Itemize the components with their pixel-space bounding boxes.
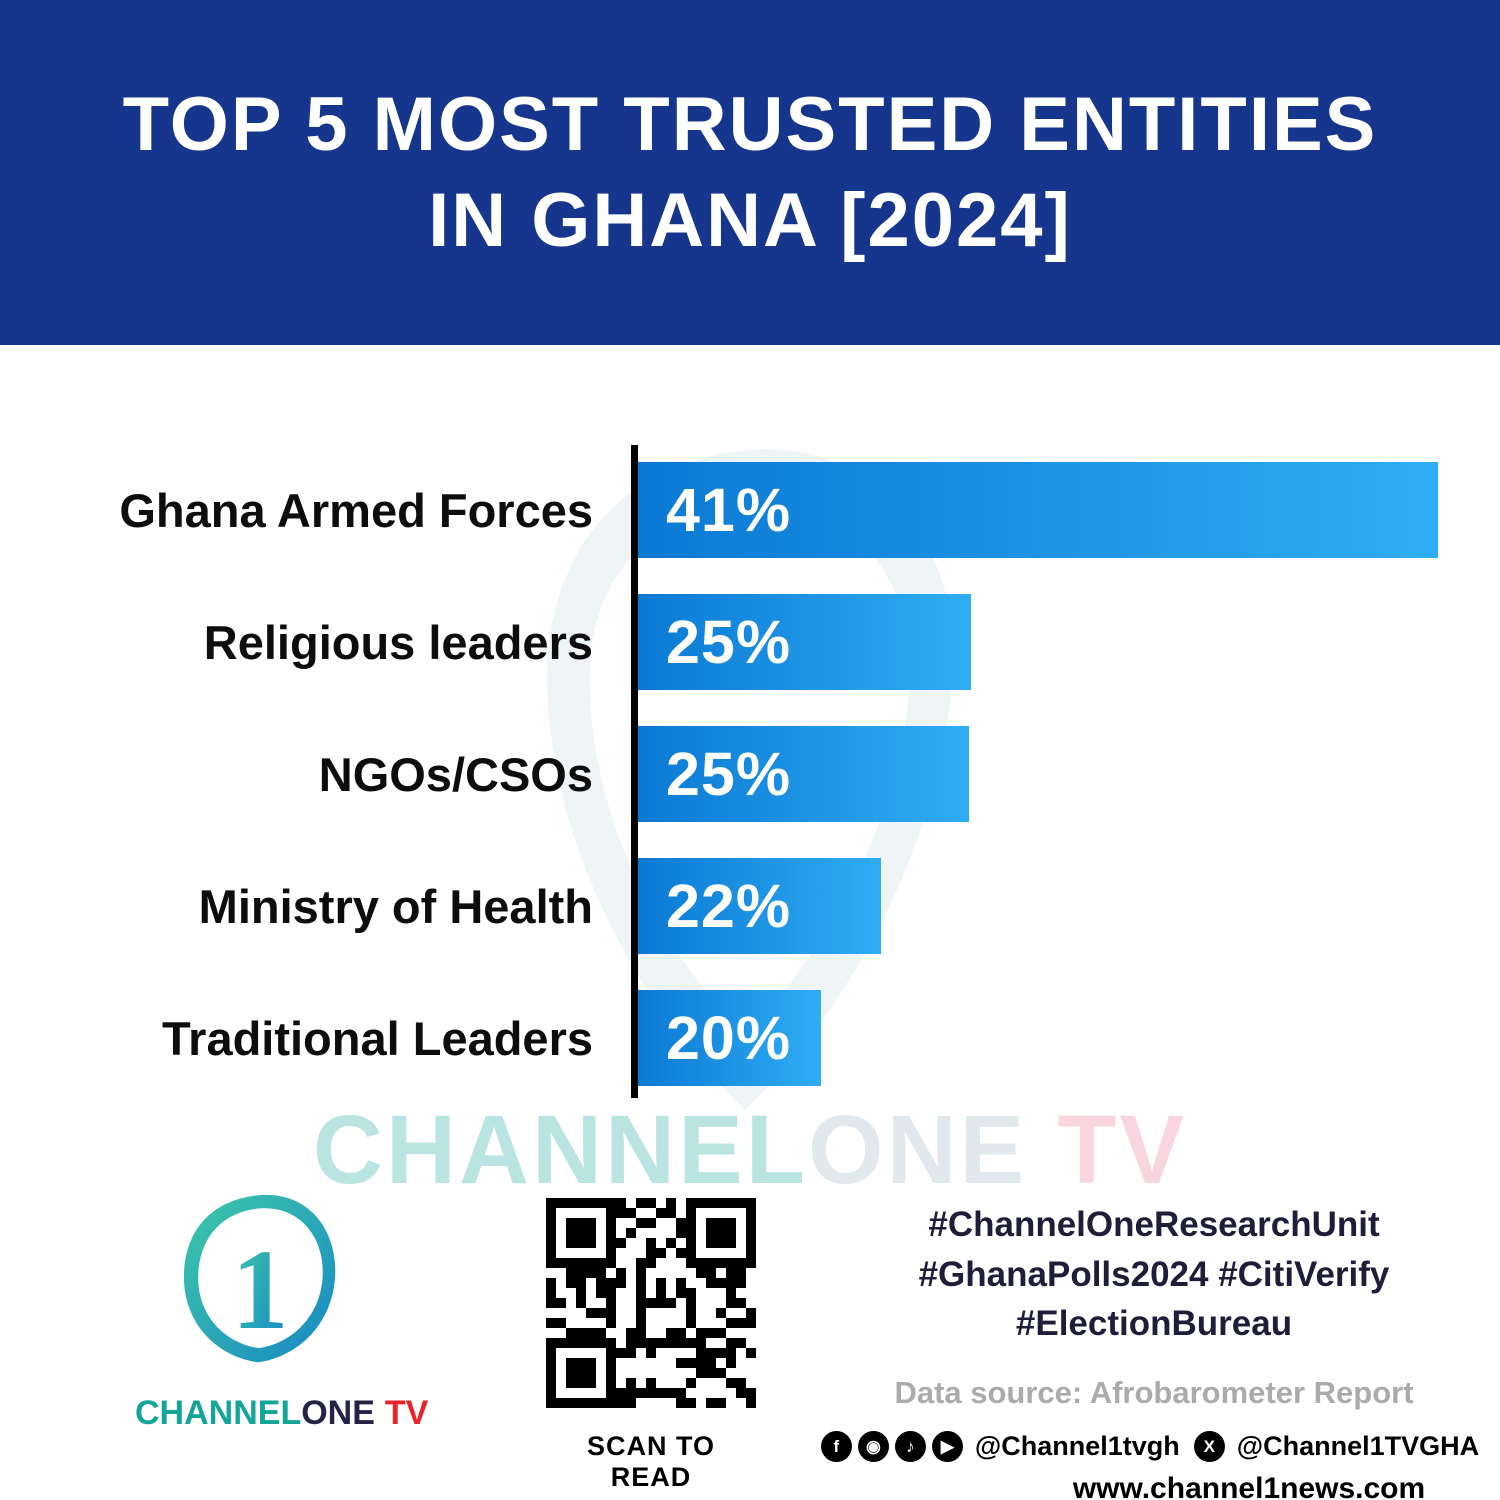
hashtag-line-1: #ChannelOneResearchUnit	[928, 1205, 1380, 1244]
category-label: Ministry of Health	[198, 879, 593, 933]
facebook-icon: f	[820, 1431, 852, 1463]
website-url: www.channel1news.com	[1072, 1472, 1426, 1500]
value-label: 41%	[666, 476, 792, 544]
page-title-line-1: TOP 5 MOST TRUSTED ENTITIES	[122, 82, 1378, 168]
brand-wordmark: CHANNELONE TV	[135, 1394, 428, 1433]
channel-one-logo-block: 1 CHANNELONE TV	[135, 1185, 428, 1433]
value-label: 22%	[666, 872, 792, 940]
qr-caption: SCAN TO READ	[586, 1431, 715, 1492]
youtube-icon: ▶	[931, 1431, 963, 1463]
hashtag-line-3: #ElectionBureau	[1015, 1304, 1293, 1344]
bar: 20%	[638, 990, 821, 1086]
brand-watermark-tv: TV	[1027, 1095, 1188, 1204]
bar: 25%	[638, 726, 969, 822]
instagram-icon: ◉	[857, 1431, 889, 1463]
category-label: NGOs/CSOs	[318, 747, 593, 801]
chart-axis	[631, 445, 638, 1098]
footer-info-block: #ChannelOneResearchUnit #GhanaPolls2024 …	[820, 1200, 1479, 1500]
bar: 41%	[638, 462, 1438, 558]
data-source-text: Data source: Afrobarometer Report	[894, 1375, 1414, 1411]
bar-chart: Ghana Armed Forces 41% Religious leaders…	[0, 445, 1500, 1105]
qr-code	[546, 1198, 756, 1408]
brand-watermark-one: ONE	[808, 1095, 1028, 1204]
bar: 25%	[638, 594, 971, 690]
category-label: Religious leaders	[203, 615, 593, 669]
brand-one: ONE	[301, 1394, 375, 1432]
brand-tv: TV	[384, 1394, 429, 1432]
social-handle-x: @Channel1TVGHA	[1236, 1431, 1480, 1462]
chart-rows: Ghana Armed Forces 41% Religious leaders…	[0, 462, 1500, 1086]
brand-watermark-channel: CHANNEL	[312, 1095, 809, 1204]
bar: 22%	[638, 858, 881, 954]
brand-channel: CHANNEL	[135, 1394, 302, 1432]
logo-digit: 1	[232, 1226, 289, 1353]
category-label: Traditional Leaders	[162, 1011, 593, 1065]
chart-row: Traditional Leaders 20%	[0, 990, 1500, 1086]
chart-row: Ghana Armed Forces 41%	[0, 462, 1500, 558]
value-label: 25%	[666, 740, 792, 808]
chart-row: NGOs/CSOs 25%	[0, 726, 1500, 822]
social-row: f ◉ ♪ ▶ @Channel1tvgh X @Channel1TVGHA	[820, 1431, 1479, 1463]
header-banner: TOP 5 MOST TRUSTED ENTITIES IN GHANA [20…	[0, 0, 1500, 345]
value-label: 25%	[666, 608, 792, 676]
hashtag-line-2: #GhanaPolls2024 #CitiVerify	[918, 1254, 1390, 1294]
chart-row: Religious leaders 25%	[0, 594, 1500, 690]
tiktok-icon: ♪	[894, 1431, 926, 1463]
chart-row: Ministry of Health 22%	[0, 858, 1500, 954]
value-label: 20%	[666, 1004, 792, 1072]
page-title-line-2: IN GHANA [2024]	[428, 177, 1072, 263]
qr-block: SCAN TO READ	[545, 1198, 757, 1493]
x-icon: X	[1193, 1431, 1225, 1463]
category-label: Ghana Armed Forces	[119, 483, 593, 537]
social-handle-primary: @Channel1tvgh	[974, 1431, 1180, 1462]
brand-watermark: CHANNELONE TV	[0, 1094, 1500, 1206]
channel-one-logo-icon: 1	[183, 1194, 336, 1363]
